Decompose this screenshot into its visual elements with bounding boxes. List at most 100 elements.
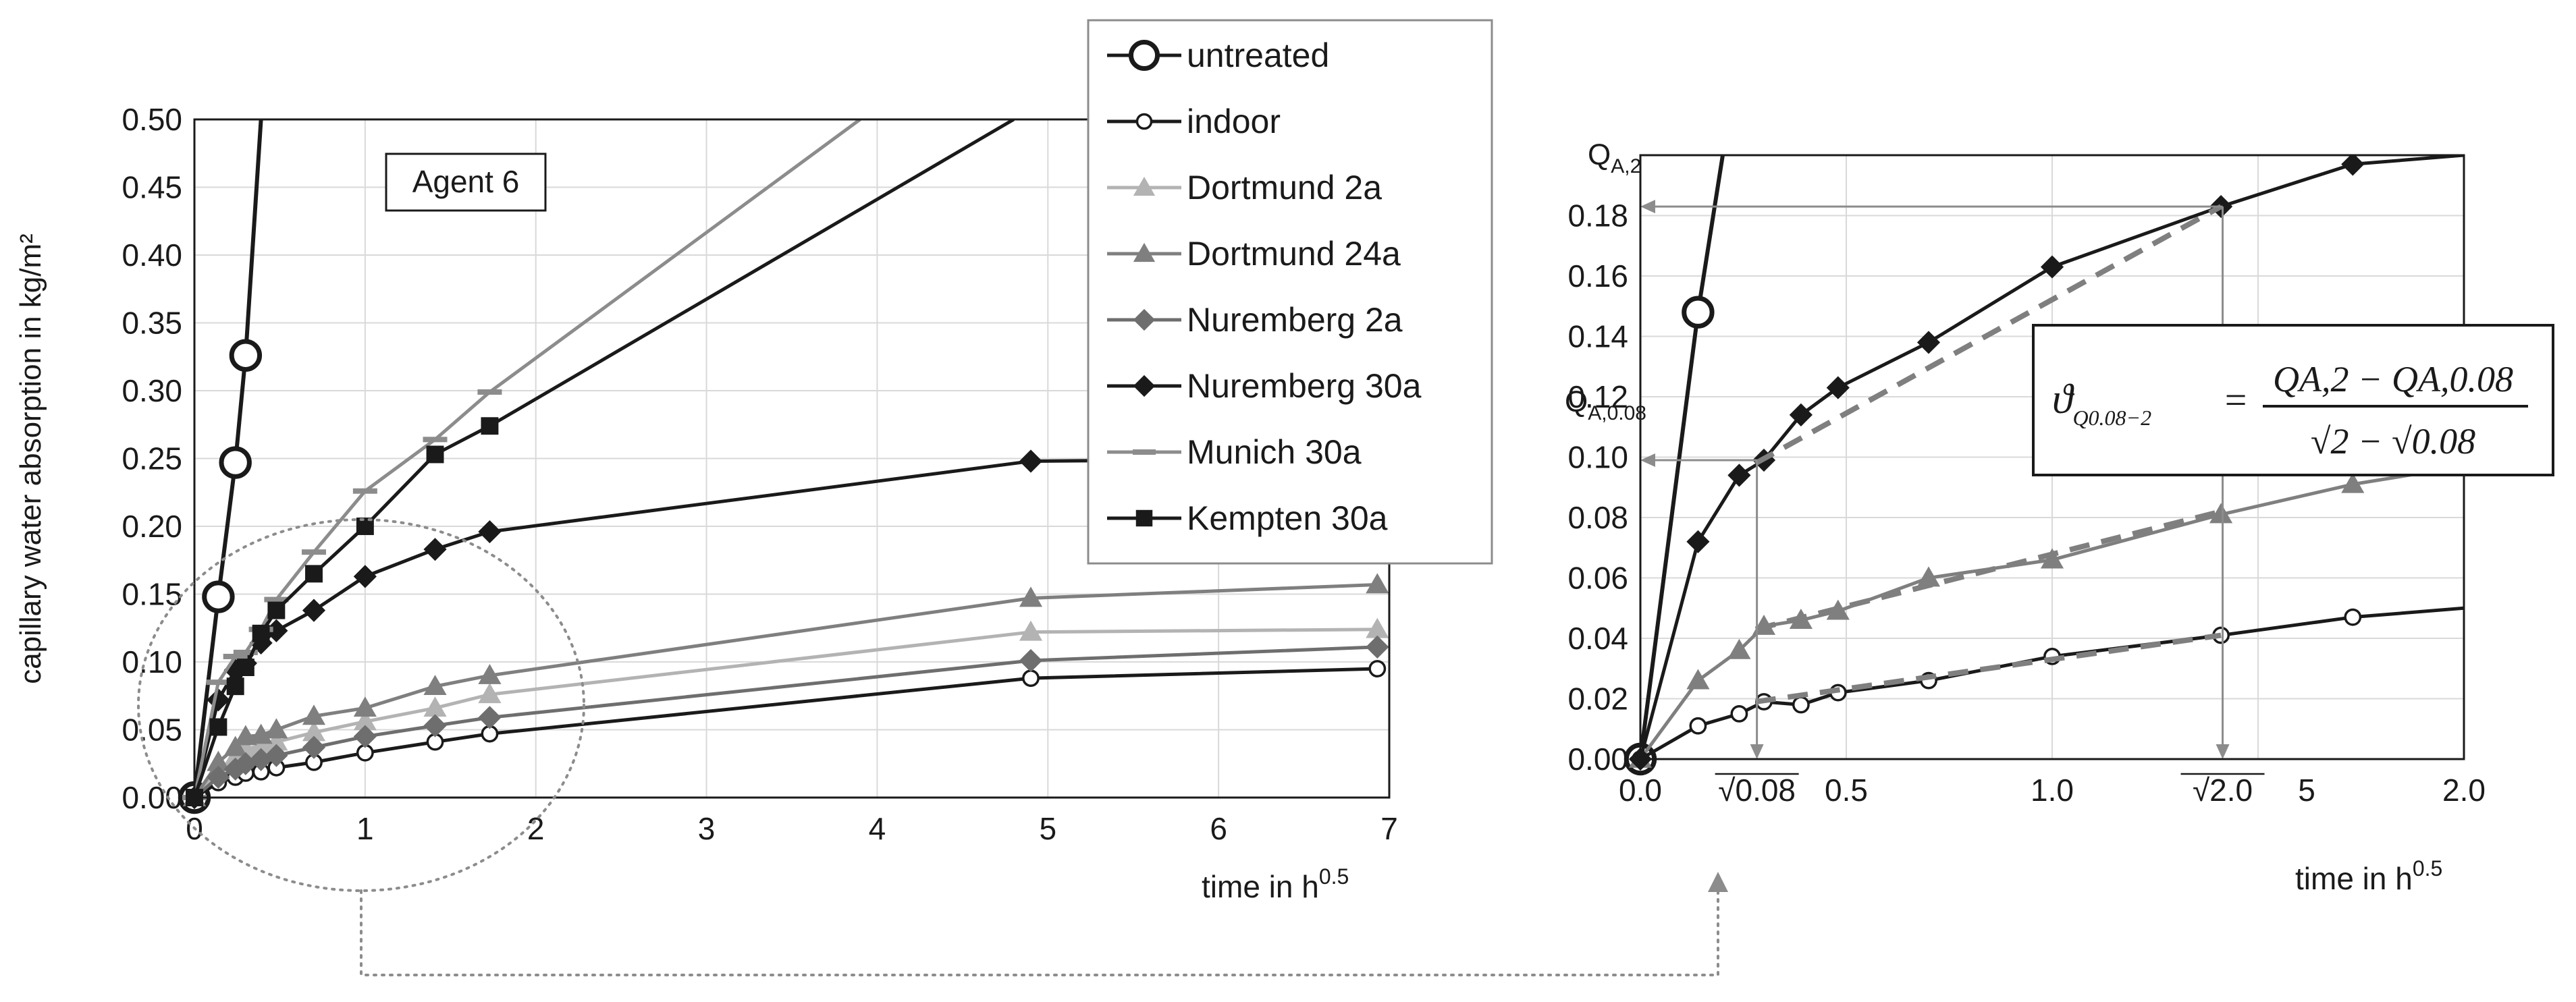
left-marker-kempten-30a [267, 601, 286, 619]
left-x-tick-label: 5 [1039, 811, 1056, 846]
left-y-tick-label: 0.25 [122, 441, 182, 476]
right-y-ticks: 0.00 0.02 0.04 0.06 0.08 0.10 0.12 0.14 0.16 0.18 [1567, 198, 1628, 777]
left-marker-dortmund-2a [1366, 617, 1389, 638]
legend-item-untreated: untreated [1107, 36, 1329, 74]
right-y-tick-label: 0.00 [1567, 742, 1628, 777]
left-marker-nuremberg-2a [1019, 648, 1043, 673]
left-marker-indoor [1022, 669, 1040, 688]
legend-item-dortmund-24a: Dortmund 24a [1107, 235, 1401, 273]
right-marker-indoor [1689, 717, 1707, 735]
left-y-axis-label: capillary water absorption in kg/m² [14, 233, 47, 684]
formula-theta: ϑ [2052, 377, 2075, 422]
right-marker-dortmund-24a [1686, 669, 1710, 690]
left-marker-nuremberg-2a [223, 757, 247, 781]
legend-marker-nuremberg-30a [1133, 374, 1156, 397]
agent-label-box [385, 152, 547, 212]
qa2-label-sub: A,2 [1611, 155, 1641, 177]
left-y-tick-label: 0.10 [122, 644, 182, 679]
qa008-label-main: Q [1565, 385, 1588, 418]
right-marker-dortmund-24a [2209, 503, 2233, 524]
qa008-label: QA,0.08 [1565, 385, 1646, 424]
right-y-tick-label: 0.16 [1567, 258, 1628, 294]
left-marker-nuremberg-2a [265, 744, 288, 767]
left-marker-dortmund-24a [223, 735, 247, 756]
sqrt008-arrow-head [1750, 744, 1764, 759]
left-line-dortmund-24a [192, 582, 1378, 799]
left-y-tick-label: 0.15 [122, 577, 182, 612]
left-marker-dortmund-2a [265, 730, 288, 751]
legend-label-dortmund-2a: Dortmund 2a [1187, 169, 1382, 206]
left-y-tick-label: 0.35 [122, 306, 182, 341]
left-marker-nuremberg-30a [265, 619, 288, 642]
right-marker-indoor [1730, 704, 1748, 723]
left-x-tick-label: 1 [356, 811, 374, 846]
left-marker-munich-30a [352, 488, 377, 494]
right-marker-nuremberg-30a [2341, 155, 2365, 176]
left-y-tick-label: 0.30 [122, 373, 182, 408]
legend-item-munich-30a: Munich 30a [1107, 433, 1362, 471]
right-series-dortmund-24a [1628, 464, 2464, 768]
right-x-axis-label: time in h0.5 [2295, 856, 2442, 896]
legend-label-indoor: indoor [1187, 103, 1281, 140]
left-marker-dortmund-24a [1019, 586, 1043, 607]
formula-box [2032, 324, 2554, 476]
right-fit-dortmund-24a [1754, 509, 2222, 632]
left-marker-munich-30a [264, 596, 289, 603]
legend-marker-dortmund-24a [1133, 242, 1156, 262]
left-series-munich-30a [182, 119, 861, 800]
left-marker-dortmund-24a [423, 675, 447, 696]
legend-box [1087, 19, 1493, 565]
left-marker-munich-30a [233, 649, 258, 655]
right-marker-nuremberg-30a [1916, 331, 1941, 354]
right-fit-lines [1754, 204, 2223, 704]
right-x-axis-label-sup: 0.5 [2413, 856, 2442, 881]
left-marker-munich-30a [223, 653, 248, 659]
left-x-axis-label-sup: 0.5 [1319, 864, 1349, 889]
right-y-tick-label: 0.12 [1567, 379, 1628, 414]
right-x-tick-label: 1.0 [2031, 773, 2074, 808]
formula-theta-sub: Q0.08−2 [2072, 406, 2151, 430]
formula-numerator: QA,2 − QA,0.08 [2273, 359, 2513, 399]
right-x-ticks: 0.0 0.5 1.0 2.0 5 √0.08 √2.0 [1619, 773, 2486, 808]
right-marker-nuremberg-30a [1789, 403, 1813, 426]
left-marker-dortmund-24a [234, 725, 257, 746]
right-x-tick-label: 0.0 [1619, 773, 1662, 808]
left-y-tick-label: 0.20 [122, 509, 182, 544]
left-x-tick-label: 2 [527, 811, 545, 846]
right-marker-nuremberg-30a [1826, 376, 1850, 399]
left-marker-kempten-30a [305, 565, 323, 583]
left-series-kempten-30a [186, 119, 1015, 806]
left-y-ticks: 0.00 0.05 0.10 0.15 0.20 0.25 0.30 0.35 0.40 0.45… [122, 102, 182, 815]
left-marker-nuremberg-30a [478, 520, 502, 544]
left-marker-kempten-30a [236, 659, 254, 676]
qa008-label-sub: A,0.08 [1588, 402, 1646, 424]
legend-item-kempten-30a: Kempten 30a [1107, 499, 1388, 537]
left-marker-nuremberg-2a [234, 752, 257, 775]
left-marker-dortmund-2a [1019, 620, 1043, 641]
left-x-tick-label: 4 [869, 811, 886, 846]
zoom-connector-arrowhead [1708, 872, 1728, 892]
legend-item-dortmund-2a: Dortmund 2a [1107, 169, 1382, 206]
right-y-tick-label: 0.10 [1567, 440, 1628, 475]
left-marker-untreated [202, 580, 235, 613]
right-marker-dortmund-24a [2040, 548, 2064, 569]
left-marker-indoor [1368, 660, 1387, 677]
legend-marker-untreated [1128, 39, 1160, 72]
left-marker-nuremberg-2a [1366, 635, 1389, 659]
left-marker-nuremberg-2a [302, 735, 326, 759]
left-marker-kempten-30a [481, 417, 499, 435]
left-marker-kempten-30a [226, 677, 244, 696]
left-marker-nuremberg-2a [423, 714, 447, 737]
left-y-tick-label: 0.45 [122, 170, 182, 205]
left-series [178, 119, 1389, 814]
agent-label: Agent 6 [412, 164, 520, 199]
right-marker-indoor [2344, 608, 2362, 626]
right-x-axis-label-main: time in h [2295, 861, 2413, 896]
right-fit-nuremberg-30a [1754, 204, 2223, 466]
left-marker-untreated [229, 339, 263, 372]
left-marker-nuremberg-2a [207, 765, 230, 789]
right-fit-indoor [1755, 632, 2222, 704]
formula-lhs: ϑQ0.08−2 [2052, 377, 2151, 430]
